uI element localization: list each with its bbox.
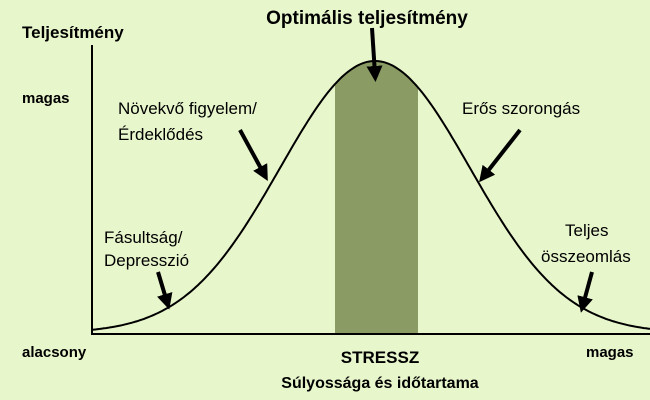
annotation: Növekvő figyelem/ [118, 99, 257, 118]
annotation: Depresszió [104, 251, 189, 270]
arrow [238, 129, 268, 182]
annotation: Teljes [565, 221, 608, 240]
annotation: Érdeklődés [118, 125, 203, 144]
x-high: magas [586, 344, 634, 361]
y-high: magas [22, 90, 70, 107]
arrow [577, 271, 594, 313]
x-axis-sublabel: Súlyossága és időtartama [281, 375, 479, 392]
annotation: Fásultság/ [104, 228, 183, 247]
annotation: összeomlás [541, 247, 631, 266]
annotation: Erős szorongás [462, 99, 580, 118]
arrows [156, 27, 594, 313]
performance-curve [91, 60, 650, 331]
y-low: alacsony [22, 344, 87, 361]
x-axis-label: STRESSZ [341, 348, 419, 367]
arrow [156, 271, 173, 310]
arrow [479, 128, 522, 183]
arrow [366, 27, 383, 82]
y-axis-label: Teljesítmény [22, 23, 124, 42]
optimal-band [335, 61, 418, 334]
title: Optimális teljesítmény [266, 8, 468, 29]
